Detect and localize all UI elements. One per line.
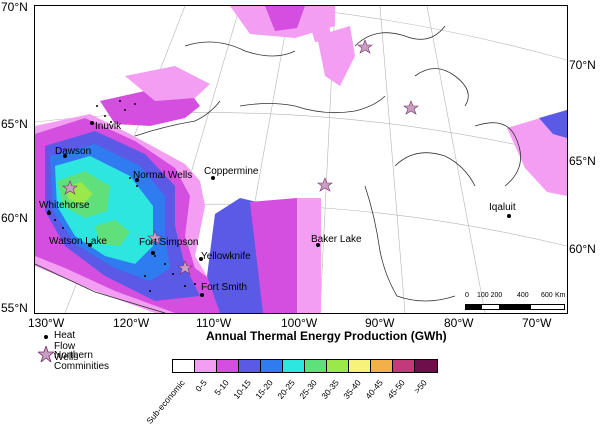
communities-label: Northern Comminities [54,350,110,372]
legend-swatch [261,360,283,372]
star-icon [36,344,56,365]
lon-label: 120°W [113,316,150,330]
northern-communities [62,39,419,275]
legend-swatch [195,360,217,372]
scale-tick: 600 [541,292,553,299]
zone-5-10 [265,6,305,31]
city-label: Fort Simpson [139,237,199,248]
scale-tick: 0 [465,292,469,299]
city-label: Whitehorse [39,200,90,211]
scale-bar: 0 100 200 400 600 Km [465,292,566,310]
city-label: Watson Lake [49,236,107,247]
zone-10-15 [207,198,265,313]
city-label: Iqaluit [489,202,516,213]
zone-0-5 [317,26,355,86]
city-label: Inuvik [95,121,122,132]
lon-label: 70°W [522,316,552,330]
scale-unit: Km [555,292,566,299]
lon-label: 110°W [196,316,232,330]
lat-label-right: 70°N [569,58,596,72]
zone-0-5 [125,66,210,101]
lon-label: 90°W [365,316,395,330]
legend-title: Annual Thermal Energy Production (GWh) [206,329,447,343]
legend-swatch [305,360,327,372]
zone-0-5 [297,198,321,313]
city-label: Normal Wells [133,170,193,181]
legend-swatch [173,360,195,372]
city-markers [47,121,511,297]
lon-label: 100°W [281,316,318,330]
legend-swatch [415,360,437,372]
map-area: Inuvik Dawson Normal Wells Coppermine Wh… [34,5,568,314]
legend-swatch [283,360,305,372]
city-label: Fort Smith [201,282,248,293]
lat-label-right: 60°N [569,242,596,256]
lon-label: 80°W [444,316,474,330]
lon-label: 130°W [28,316,65,330]
city-label: Dawson [55,146,92,157]
city-label: Baker Lake [311,234,362,245]
zone-10-15 [539,110,567,138]
well-dot-icon [44,335,48,339]
legend-swatch [327,360,349,372]
legend-swatches [172,359,438,373]
lat-label-left: 60°N [1,211,28,225]
wells-label: Heat Flow Wells [54,330,79,363]
scale-tick: 400 [517,292,529,299]
city-label: Yellowknife [201,251,251,262]
legend-swatch [349,360,371,372]
legend-swatch [239,360,261,372]
scale-tick: 100 200 [477,292,503,299]
lat-label-left: 70°N [1,0,28,14]
legend-swatch [371,360,393,372]
zone-25-30 [95,220,130,246]
map-canvas [35,6,567,313]
zone-5-10 [250,198,300,313]
lat-label-left: 65°N [1,117,28,131]
city-label: Coppermine [204,166,259,177]
lat-label-left: 55°N [1,301,28,315]
zone-0-5 [305,6,331,42]
legend-swatch [217,360,239,372]
legend-swatch [393,360,415,372]
thermal-zones [35,6,567,313]
coastlines [35,25,522,313]
lat-label-right: 65°N [569,154,596,168]
